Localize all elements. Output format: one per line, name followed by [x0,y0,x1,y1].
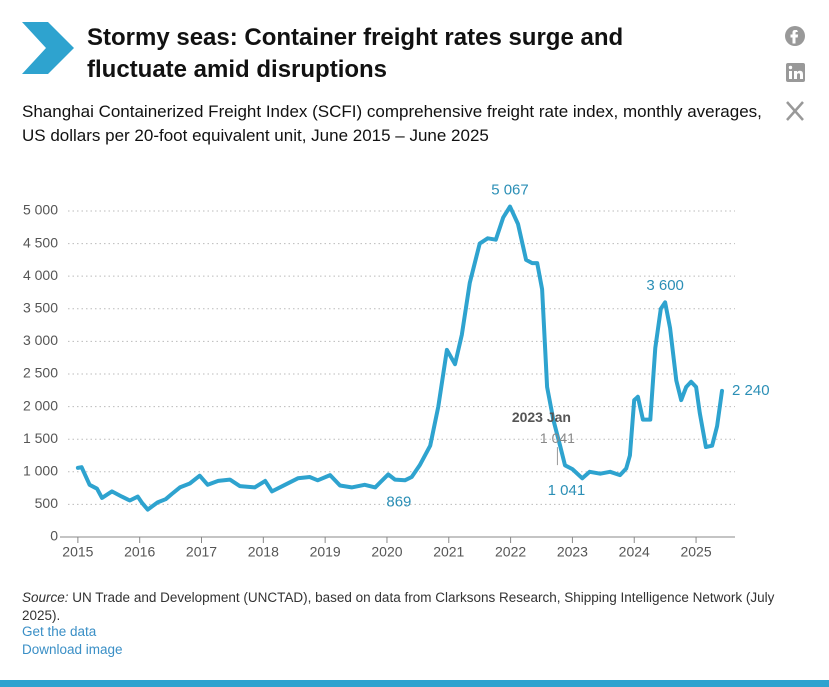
data-label: 869 [386,493,411,510]
y-tick-label: 2 500 [23,365,58,381]
bottom-bar [0,680,829,687]
y-tick-label: 3 000 [23,332,58,348]
share-linkedin[interactable] [786,63,805,82]
x-tick-label: 2020 [371,544,402,560]
y-tick-label: 3 500 [23,299,58,315]
line [75,204,724,512]
source: Source: UN Trade and Development (UNCTAD… [22,589,812,625]
x-tick-label: 2023 [557,544,588,560]
share-facebook[interactable] [785,26,805,46]
data-label: 3 600 [646,277,684,294]
link[interactable]: Download image [22,642,123,657]
x-tick-label: 2024 [619,544,650,560]
y-tick-label: 1 000 [23,462,58,478]
data-label: 1 041 [548,482,586,499]
x-tick-label: 2019 [310,544,341,560]
source-label: Source: [22,590,69,605]
y-tick-label: 1 500 [23,430,58,446]
tooltip-value: 1 041 [540,430,575,446]
y-tick-label: 5 000 [23,202,58,218]
y-tick-label: 0 [50,528,58,544]
subtitle: Shanghai Containerized Freight Index (SC… [22,102,762,145]
x-tick-label: 2021 [433,544,464,560]
data-label: 5 067 [491,182,529,199]
x-tick-label: 2018 [248,544,279,560]
x-tick-label: 2015 [62,544,93,560]
x-tick-label: 2016 [124,544,155,560]
tooltip-title: 2023 Jan [512,409,571,425]
source-text: UN Trade and Development (UNCTAD), based… [22,590,775,623]
brand-chevron [22,22,74,74]
x-tick-label: 2017 [186,544,217,560]
y-tick-label: 2 000 [23,397,58,413]
title: Stormy seas: Container freight rates sur… [87,24,624,83]
link[interactable]: Get the data [22,624,97,639]
y-tick-label: 4 000 [23,267,58,283]
y-tick-label: 500 [35,495,59,511]
data-label: 2 240 [732,382,770,399]
y-tick-label: 4 500 [23,234,58,250]
x-tick-label: 2025 [680,544,711,560]
x-tick-label: 2022 [495,544,526,560]
share-x[interactable] [786,101,804,121]
